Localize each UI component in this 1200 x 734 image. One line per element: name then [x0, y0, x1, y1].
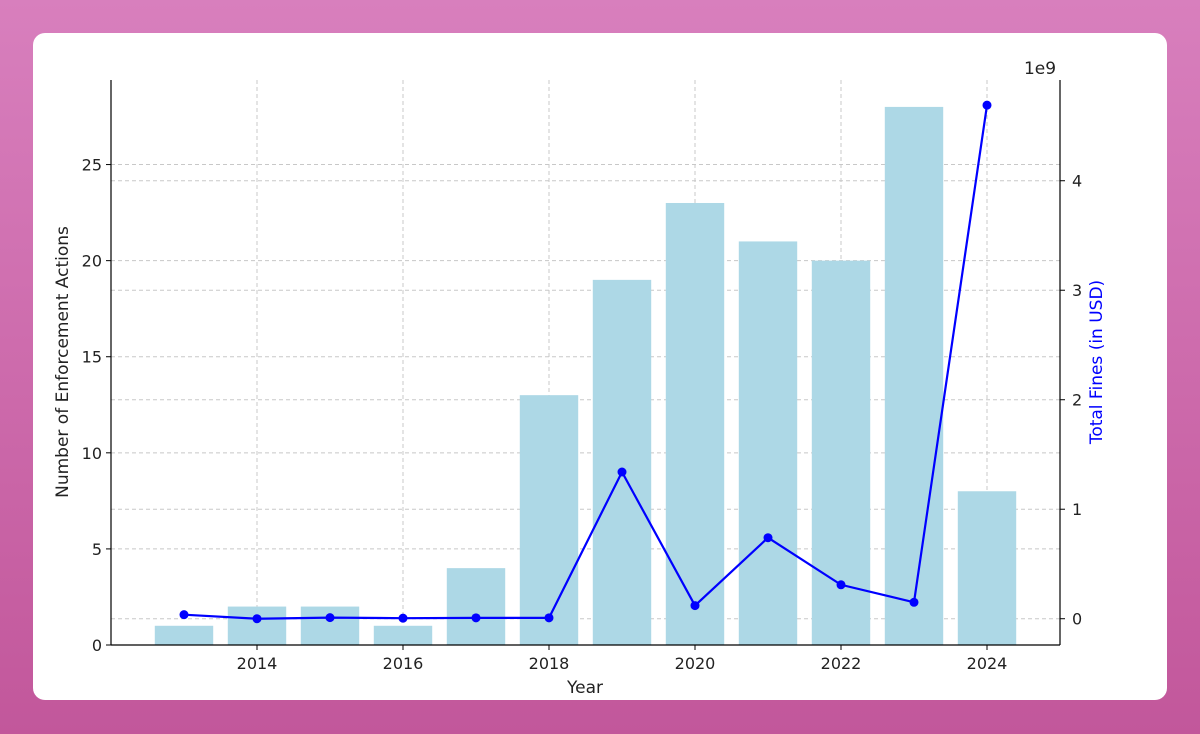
bar-2015 [300, 606, 360, 645]
left-tick-label: 20 [82, 252, 102, 271]
bar-2017 [446, 568, 506, 645]
right-axis-offset-text: 1e9 [1024, 59, 1056, 79]
right-tick-label: 3 [1072, 281, 1082, 300]
right-tick-label: 4 [1072, 172, 1082, 191]
x-tick-label: 2020 [675, 654, 716, 673]
fines-point-2014 [252, 614, 262, 624]
bar-2014 [227, 606, 287, 645]
fines-point-2018 [544, 613, 554, 623]
bar-2021 [738, 241, 798, 645]
bars [154, 106, 1017, 645]
x-tick-label: 2014 [237, 654, 278, 673]
fines-point-2022 [836, 580, 846, 590]
fines-point-2020 [690, 601, 700, 611]
fines-point-2017 [471, 613, 481, 623]
right-axis-label: Total Fines (in USD) [1087, 280, 1107, 445]
bar-2013 [154, 625, 214, 645]
bar-2020 [665, 202, 725, 645]
left-tick-label: 0 [92, 636, 102, 655]
fines-point-2015 [325, 613, 335, 623]
left-tick-label: 10 [82, 444, 102, 463]
x-tick-label: 2016 [383, 654, 424, 673]
x-tick-label: 2018 [529, 654, 570, 673]
bar-2016 [373, 625, 433, 645]
right-tick-label: 2 [1072, 391, 1082, 410]
left-tick-label: 25 [82, 156, 102, 175]
x-tick-label: 2024 [967, 654, 1008, 673]
right-tick-label: 0 [1072, 610, 1082, 629]
fines-point-2019 [617, 467, 627, 477]
x-axis-label: Year [566, 678, 603, 698]
bar-2023 [884, 106, 944, 645]
left-tick-label: 5 [92, 540, 102, 559]
x-tick-label: 2022 [821, 654, 862, 673]
fines-point-2021 [763, 533, 773, 543]
bar-2019 [592, 279, 652, 645]
fines-point-2023 [909, 597, 919, 607]
bar-2024 [957, 491, 1017, 645]
fines-line [179, 100, 992, 624]
fines-point-2016 [398, 613, 408, 623]
fines-point-2024 [982, 100, 992, 110]
left-tick-label: 15 [82, 348, 102, 367]
left-axis-label: Number of Enforcement Actions [53, 226, 73, 498]
fines-polyline [183, 105, 989, 620]
fines-point-2013 [179, 610, 189, 620]
bar-2018 [519, 395, 579, 645]
right-tick-label: 1 [1072, 500, 1082, 519]
axes: 2014 2016 2018 2020 2022 2024 0 5 10 15 20 25 0 1 2 3 4 [82, 80, 1082, 673]
